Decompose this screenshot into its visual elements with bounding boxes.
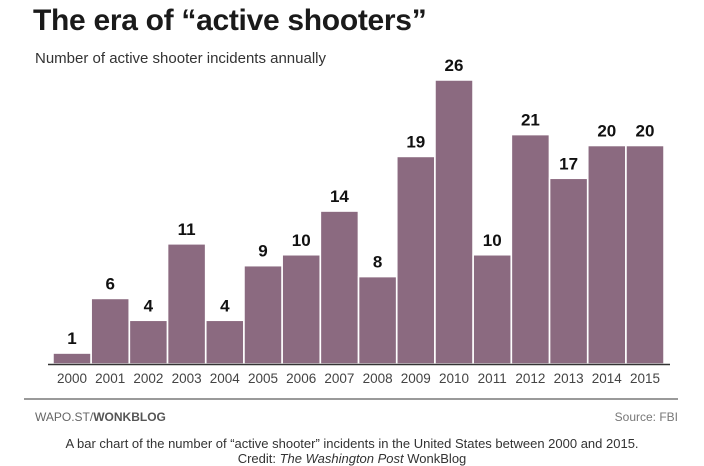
- chart-title: The era of “active shooters”: [33, 4, 427, 37]
- value-label-2011: 10: [483, 231, 502, 250]
- value-label-2012: 21: [521, 111, 540, 130]
- value-label-2015: 20: [636, 122, 655, 141]
- bar-2005: [243, 264, 283, 365]
- bar-2013: [548, 177, 589, 365]
- value-label-2004: 4: [220, 296, 230, 315]
- x-tick-2014: 2014: [592, 371, 623, 386]
- bar-2010: [434, 79, 474, 365]
- value-labels-group: 1 6 4 11 4 9 10 14 8 19 26 10 21 17 20 20: [67, 56, 654, 348]
- bar-2001: [90, 297, 130, 365]
- bar-2011: [472, 254, 512, 365]
- bar-2006: [281, 254, 321, 365]
- x-tick-2000: 2000: [57, 371, 87, 386]
- credit-publication: The Washington Post: [279, 451, 404, 466]
- bar-2002: [128, 319, 169, 365]
- value-label-2010: 26: [445, 56, 464, 75]
- value-label-2007: 14: [330, 187, 349, 206]
- x-tick-2005: 2005: [248, 371, 278, 386]
- footer-link-prefix: WAPO.ST/: [35, 410, 94, 424]
- x-tick-2013: 2013: [554, 371, 584, 386]
- caption-credit: Credit: The Washington Post WonkBlog: [0, 451, 704, 466]
- footer-link-bold: WONKBLOG: [93, 410, 166, 424]
- x-tick-2003: 2003: [172, 371, 202, 386]
- x-tick-2007: 2007: [324, 371, 354, 386]
- x-tick-2006: 2006: [286, 371, 316, 386]
- credit-suffix: WonkBlog: [403, 451, 467, 466]
- x-tick-labels-group: 2000 2001 2002 2003 2004 2005 2006 2007 2008 2009…: [57, 371, 660, 386]
- bar-2009: [396, 155, 436, 365]
- x-tick-2001: 2001: [95, 371, 125, 386]
- caption-line: A bar chart of the number of “active sho…: [65, 436, 639, 451]
- value-label-2013: 17: [559, 154, 578, 173]
- bar-2007: [319, 210, 360, 365]
- value-label-2000: 1: [67, 329, 76, 348]
- value-label-2005: 9: [258, 242, 267, 261]
- value-label-2009: 19: [406, 132, 425, 151]
- bars-group: [52, 79, 665, 365]
- bar-2004: [205, 319, 245, 365]
- x-tick-2010: 2010: [439, 371, 469, 386]
- value-label-2014: 20: [597, 122, 616, 141]
- x-tick-2008: 2008: [363, 371, 393, 386]
- x-tick-2009: 2009: [401, 371, 431, 386]
- x-tick-2015: 2015: [630, 371, 660, 386]
- x-tick-2011: 2011: [478, 371, 507, 386]
- bar-2012: [510, 133, 551, 365]
- footer-divider: [24, 398, 678, 400]
- bar-2003: [166, 243, 207, 365]
- x-tick-2002: 2002: [133, 371, 163, 386]
- bar-2014: [587, 144, 627, 365]
- footer-source-link[interactable]: WAPO.ST/WONKBLOG: [35, 410, 166, 424]
- credit-prefix: Credit:: [237, 451, 280, 466]
- value-label-2008: 8: [373, 253, 382, 272]
- bar-2000: [52, 352, 92, 365]
- bar-2008: [357, 275, 398, 365]
- value-label-2002: 4: [144, 296, 154, 315]
- image-caption: A bar chart of the number of “active sho…: [0, 436, 704, 466]
- x-tick-2004: 2004: [210, 371, 241, 386]
- bar-2015: [625, 144, 665, 365]
- chart-subtitle: Number of active shooter incidents annua…: [35, 50, 326, 67]
- footer-source: Source: FBI: [614, 410, 678, 424]
- value-label-2006: 10: [292, 231, 311, 250]
- x-tick-2012: 2012: [515, 371, 545, 386]
- value-label-2001: 6: [105, 274, 114, 293]
- value-label-2003: 11: [178, 220, 196, 239]
